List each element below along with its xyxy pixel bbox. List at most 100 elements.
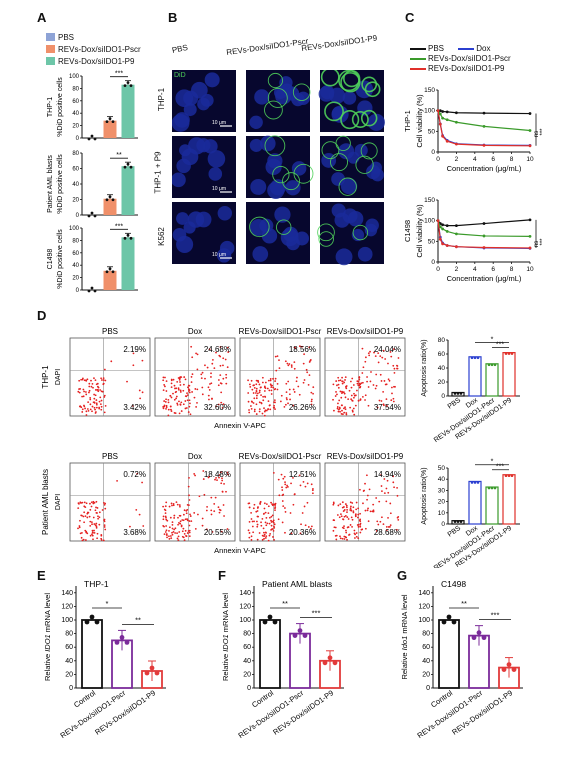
event-dot [261, 412, 264, 415]
scale-bar-label: 10 μm [212, 186, 226, 192]
event-dot [139, 397, 142, 400]
nucleus [331, 172, 346, 186]
event-dot [207, 394, 210, 397]
data-point [506, 662, 512, 667]
event-dot [186, 518, 188, 520]
event-dot [348, 389, 351, 392]
upper-right-percent: 0.72% [123, 470, 146, 479]
event-dot [343, 509, 346, 511]
event-dot [136, 472, 139, 475]
series-point [528, 112, 532, 115]
event-dot [344, 503, 347, 505]
legend-line-p9 [410, 67, 426, 70]
nucleus [338, 143, 355, 160]
event-dot [89, 396, 92, 399]
event-dot [281, 486, 283, 489]
event-dot [284, 531, 286, 534]
event-dot [332, 519, 335, 522]
event-dot [185, 407, 188, 409]
event-dot [100, 405, 103, 408]
event-dot [208, 398, 210, 401]
event-dot [339, 537, 342, 540]
panel-b-row-thp1-p9: THP-1 + P9 [153, 151, 163, 194]
event-dot [189, 515, 192, 517]
row-label: Patient AML blasts [41, 469, 50, 535]
y-tick-label: 120 [239, 603, 251, 610]
y-tick-label: 20 [438, 499, 446, 506]
series-point [445, 230, 449, 233]
event-dot [165, 390, 168, 392]
event-dot [271, 514, 274, 517]
series-point [482, 234, 486, 238]
event-dot [85, 502, 88, 505]
event-dot [273, 538, 275, 541]
bar-REVs-Dox/siIDO1-Pscr [103, 270, 117, 290]
event-dot [268, 516, 271, 519]
event-dot [308, 346, 311, 349]
data-point [501, 667, 507, 672]
x-tick-label: 6 [491, 156, 495, 163]
event-dot [184, 518, 187, 521]
nucleus [208, 167, 223, 181]
event-dot [188, 389, 191, 391]
event-dot [332, 383, 335, 386]
event-dot [222, 403, 225, 406]
y-tick-label: 100 [424, 108, 435, 115]
event-dot [193, 473, 196, 475]
event-dot [85, 391, 87, 393]
event-dot [178, 504, 181, 506]
event-dot [250, 405, 252, 407]
series-point [436, 219, 440, 223]
event-dot [276, 382, 279, 385]
event-dot [218, 511, 221, 514]
nucleus [172, 172, 186, 188]
event-dot [88, 515, 91, 518]
event-dot [250, 518, 253, 520]
legend-swatch-pscr [46, 45, 55, 53]
event-dot [274, 507, 276, 510]
legend-row: PBS Dox [410, 44, 569, 54]
event-dot [82, 515, 85, 518]
x-tick-label: PBS [447, 397, 463, 411]
event-dot [390, 399, 393, 402]
nucleus [357, 246, 373, 262]
event-dot [311, 492, 314, 495]
event-dot [93, 531, 96, 534]
event-dot [162, 407, 165, 410]
event-dot [84, 506, 87, 509]
event-dot [372, 510, 375, 513]
event-dot [378, 399, 381, 402]
event-dot [226, 528, 229, 530]
event-dot [132, 405, 134, 407]
event-dot [220, 382, 223, 385]
event-dot [345, 412, 348, 414]
event-dot [211, 362, 214, 365]
event-dot [349, 524, 352, 526]
event-dot [250, 400, 253, 403]
series-point [482, 143, 486, 147]
data-point [446, 614, 452, 620]
event-dot [190, 520, 193, 523]
event-dot [176, 537, 179, 540]
flow-column-title: Dox [188, 327, 202, 336]
panel-b-row-k562: K562 [156, 227, 166, 246]
sig-label: * [491, 459, 494, 466]
event-dot [284, 481, 286, 483]
event-dot [387, 491, 390, 494]
event-dot [379, 355, 382, 358]
event-dot [177, 388, 180, 391]
event-dot [287, 402, 289, 405]
event-dot [248, 409, 250, 411]
legend-label: REVs-Dox/siIDO1-Pscr [428, 54, 511, 63]
event-dot [87, 409, 90, 412]
data-point [476, 481, 480, 484]
event-dot [293, 361, 296, 364]
event-dot [81, 501, 84, 504]
event-dot [89, 508, 92, 511]
event-dot [337, 379, 340, 382]
event-dot [213, 367, 216, 370]
event-dot [375, 373, 378, 376]
event-dot [95, 506, 97, 509]
x-tick-label: Control [429, 688, 454, 709]
event-dot [166, 536, 168, 539]
